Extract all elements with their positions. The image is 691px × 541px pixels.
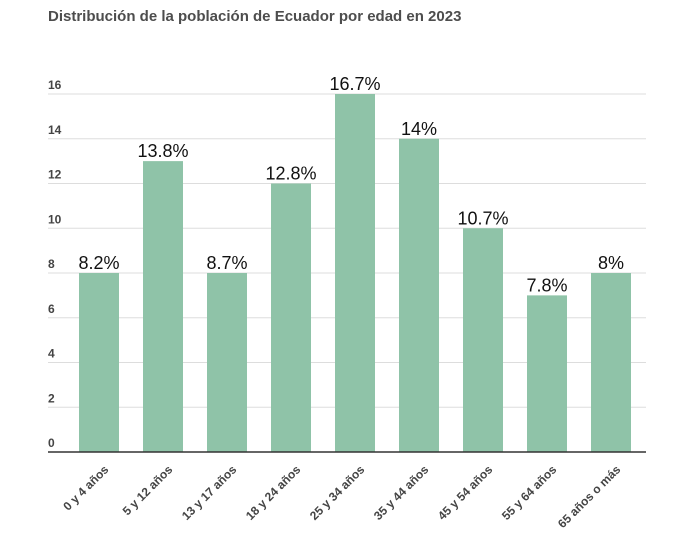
x-category-label: 5 y 12 años bbox=[120, 462, 176, 518]
y-tick-label: 16 bbox=[48, 78, 62, 92]
y-tick-label: 6 bbox=[48, 302, 55, 316]
data-label: 7.8% bbox=[526, 275, 567, 295]
x-category-label: 18 y 24 años bbox=[243, 462, 304, 523]
bar bbox=[527, 295, 567, 452]
data-label: 16.7% bbox=[329, 74, 380, 94]
bar bbox=[591, 273, 631, 452]
x-category-label: 45 y 54 años bbox=[435, 462, 496, 523]
x-axis-categories: 0 y 4 años 5 y 12 años 13 y 17 años 18 y 24… bbox=[60, 462, 623, 531]
bar bbox=[143, 161, 183, 452]
bars bbox=[79, 94, 631, 452]
y-tick-label: 14 bbox=[48, 123, 62, 137]
data-label: 8% bbox=[598, 253, 624, 273]
data-label: 8.7% bbox=[206, 253, 247, 273]
data-label: 8.2% bbox=[78, 253, 119, 273]
bar bbox=[335, 94, 375, 452]
x-category-label: 35 y 44 años bbox=[371, 462, 432, 523]
x-category-label: 13 y 17 años bbox=[179, 462, 240, 523]
data-label: 10.7% bbox=[457, 208, 508, 228]
data-label: 13.8% bbox=[137, 141, 188, 161]
x-category-label: 0 y 4 años bbox=[60, 462, 111, 513]
x-category-label: 25 y 34 años bbox=[307, 462, 368, 523]
bar bbox=[271, 183, 311, 452]
bar bbox=[399, 138, 439, 452]
data-labels: 8.2% 13.8% 8.7% 12.8% 16.7% 14% 10.7% 7.8% 8% bbox=[78, 74, 624, 295]
y-tick-label: 10 bbox=[48, 212, 62, 226]
data-label: 14% bbox=[401, 119, 437, 139]
y-tick-label: 2 bbox=[48, 391, 55, 405]
y-tick-label: 4 bbox=[48, 347, 55, 361]
bar bbox=[79, 273, 119, 452]
y-axis-ticks: 0 2 4 6 8 10 12 14 16 bbox=[48, 78, 62, 450]
bar bbox=[463, 228, 503, 452]
y-tick-label: 8 bbox=[48, 257, 55, 271]
bar bbox=[207, 273, 247, 452]
y-tick-label: 12 bbox=[48, 168, 62, 182]
x-category-label: 65 años o más bbox=[555, 462, 624, 531]
chart-title: Distribución de la población de Ecuador … bbox=[48, 8, 462, 25]
data-label: 12.8% bbox=[265, 164, 316, 184]
y-tick-label: 0 bbox=[48, 436, 55, 450]
x-category-label: 55 y 64 años bbox=[499, 462, 560, 523]
